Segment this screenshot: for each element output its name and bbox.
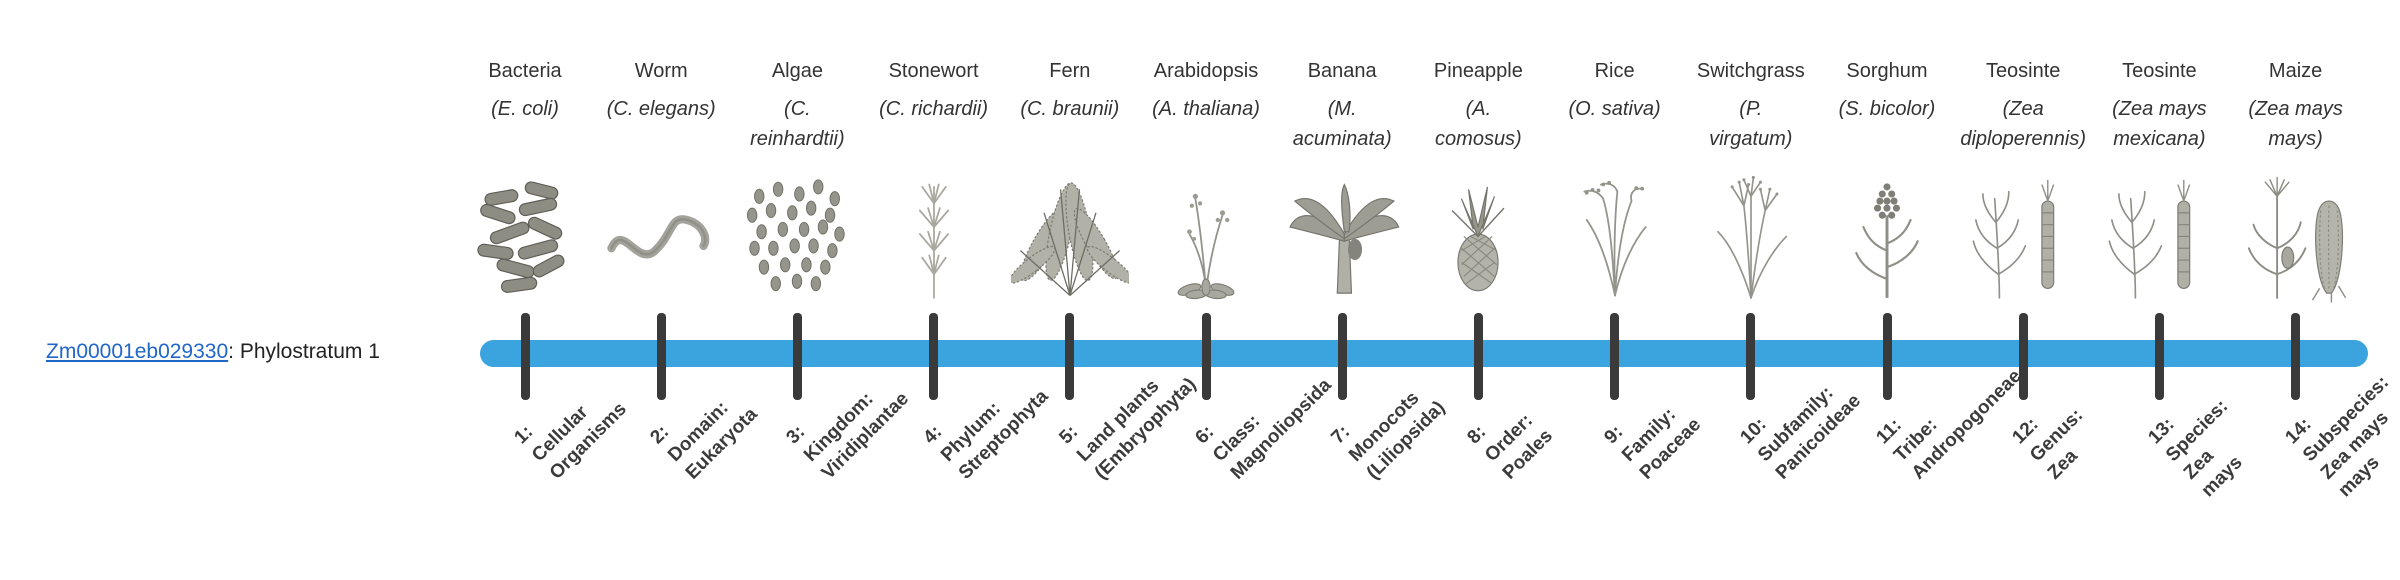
taxon-scientific-name: (Zea mays mays): [2248, 98, 2343, 150]
taxon-column: Teosinte (Zea diploperennis): [1948, 58, 2098, 306]
stonewort-icon: [875, 174, 993, 306]
taxon-column: Rice (O. sativa): [1540, 58, 1690, 306]
organism-illustration: [466, 158, 584, 306]
taxon-scientific-name: (Zea mays mexicana): [2112, 98, 2207, 150]
taxon-column: Arabidopsis (A. thaliana): [1131, 58, 1281, 306]
stratum-label: 10: Subfamily: Panicoideae: [1736, 382, 1865, 484]
taxon-common-name: Teosinte: [2122, 60, 2197, 82]
taxon-scientific-name: (C. reinhardtii): [750, 98, 845, 150]
stratum-label: 3: Kingdom: Viridiplantae: [782, 388, 914, 484]
stratum-label: 9: Family: Poaceae: [1600, 404, 1705, 484]
organism-illustration: [1147, 158, 1265, 306]
stratum-label: 1: Cellular Organisms: [510, 398, 631, 484]
organism-illustration: [602, 158, 720, 306]
taxon-common-name: Switchgrass: [1696, 60, 1805, 82]
taxon-scientific-name: (P. virgatum): [1709, 98, 1793, 150]
rice-icon: [1556, 174, 1674, 306]
taxon-scientific-name: (M. acuminata): [1292, 98, 1392, 150]
taxon-column: Pineapple (A. comosus): [1403, 58, 1553, 306]
taxon-column: Switchgrass (P. virgatum): [1676, 58, 1826, 306]
organism-illustration: [1283, 158, 1401, 306]
organism-illustration: [1828, 158, 1946, 306]
taxon-common-name: Arabidopsis: [1153, 60, 1259, 82]
taxon-common-name: Banana: [1307, 60, 1377, 82]
organism-illustration: [1556, 158, 1674, 306]
bacteria-icon: [466, 174, 584, 306]
taxon-common-name: Stonewort: [888, 60, 979, 82]
stratum-label: 13: Species: Zea mays: [2144, 395, 2248, 502]
taxon-column: Stonewort (C. richardii): [859, 58, 1009, 306]
taxon-common-name: Worm: [634, 60, 688, 82]
taxon-scientific-name: (A. comosus): [1435, 98, 1522, 150]
organism-illustration: [738, 158, 856, 306]
taxon-column: Bacteria (E. coli): [450, 58, 600, 306]
gene-phylostratum-text: : Phylostratum 1: [228, 340, 380, 363]
algae-icon: [738, 174, 856, 306]
organism-illustration: [875, 158, 993, 306]
switchgrass-icon: [1692, 174, 1810, 306]
stratum-label: 12: Genus: Zea: [2008, 404, 2088, 484]
taxon-scientific-name: (E. coli): [491, 98, 559, 120]
taxon-common-name: Maize: [2268, 60, 2323, 82]
taxon-common-name: Pineapple: [1433, 60, 1523, 82]
organism-illustration: [1419, 158, 1537, 306]
organism-illustration: [1011, 158, 1129, 306]
organism-illustration: [2100, 158, 2218, 306]
taxon-common-name: Algae: [771, 60, 823, 82]
taxon-column: Sorghum (S. bicolor): [1812, 58, 1962, 306]
taxon-column: Maize (Zea mays mays): [2221, 58, 2371, 306]
taxon-common-name: Sorghum: [1846, 60, 1928, 82]
teosinte-icon: [2100, 174, 2218, 306]
taxon-column: Fern (C. braunii): [995, 58, 1145, 306]
taxon-column: Worm (C. elegans): [586, 58, 736, 306]
timeline-bar: [480, 340, 2368, 367]
taxon-scientific-name: (C. braunii): [1020, 98, 1120, 120]
maize-icon: [2237, 174, 2355, 306]
taxon-common-name: Rice: [1594, 60, 1635, 82]
stratum-label: 8: Order: Poales: [1463, 410, 1558, 484]
teosinte-icon: [1964, 174, 2082, 306]
taxon-scientific-name: (A. thaliana): [1152, 98, 1260, 120]
fern-icon: [1011, 174, 1129, 306]
banana-icon: [1283, 174, 1401, 306]
taxon-scientific-name: (S. bicolor): [1838, 98, 1936, 120]
gene-link[interactable]: Zm00001eb029330: [46, 340, 229, 363]
taxon-column: Teosinte (Zea mays mexicana): [2084, 58, 2234, 306]
taxon-common-name: Fern: [1049, 60, 1091, 82]
taxon-common-name: Teosinte: [1985, 60, 2061, 82]
sorghum-icon: [1828, 174, 1946, 306]
worm-icon: [602, 174, 720, 306]
stratum-label: 2: Domain: Eukaryota: [646, 397, 762, 484]
gene-label: Zm00001eb029330: Phylostratum 1: [46, 338, 380, 366]
taxon-scientific-name: (Zea diploperennis): [1960, 98, 2086, 150]
taxon-column: Banana (M. acuminata): [1267, 58, 1417, 306]
taxon-common-name: Bacteria: [488, 60, 562, 82]
stratum-label: 4: Phylum: Streptophyta: [919, 385, 1053, 484]
taxon-scientific-name: (C. richardii): [879, 98, 989, 120]
taxon-scientific-name: (C. elegans): [606, 98, 716, 120]
organism-illustration: [1964, 158, 2082, 306]
organism-illustration: [1692, 158, 1810, 306]
pineapple-icon: [1419, 174, 1537, 306]
stratum-label: 14: Subspecies: Zea mays mays: [2281, 371, 2393, 502]
organism-illustration: [2237, 158, 2355, 306]
stratum-label: 7: Monocots (Liliopsida): [1327, 387, 1450, 484]
taxon-scientific-name: (O. sativa): [1568, 98, 1661, 120]
arabidopsis-icon: [1147, 174, 1265, 306]
taxon-column: Algae (C. reinhardtii): [722, 58, 872, 306]
